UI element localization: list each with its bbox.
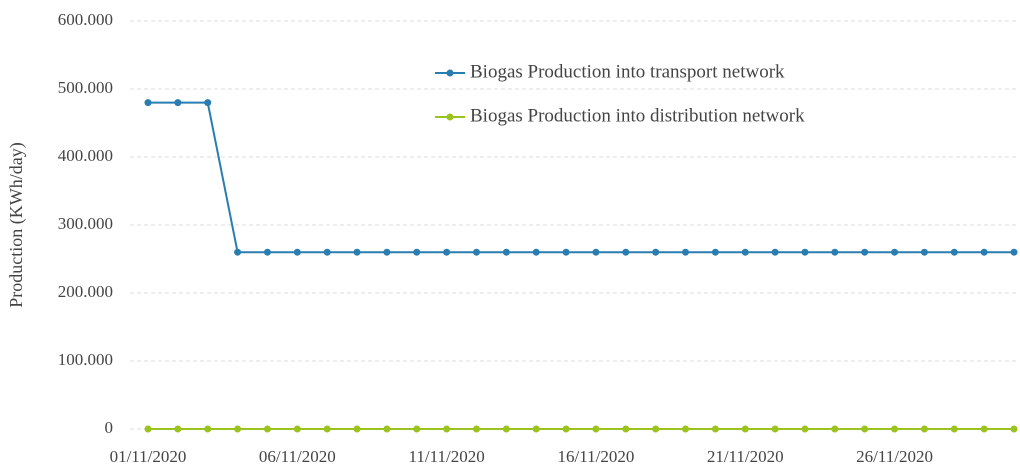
point	[204, 425, 212, 433]
point	[711, 425, 719, 433]
y-tick-label: 200.000	[58, 282, 113, 301]
point	[443, 425, 451, 433]
point	[144, 425, 152, 433]
point	[741, 248, 749, 256]
y-tick-label: 500.000	[58, 78, 113, 97]
point	[413, 425, 421, 433]
point	[682, 425, 690, 433]
point	[263, 248, 271, 256]
point	[204, 99, 212, 107]
point	[353, 425, 361, 433]
legend-label: Biogas Production into distribution netw…	[470, 105, 805, 126]
point	[622, 248, 630, 256]
point	[801, 248, 809, 256]
y-tick-label: 0	[105, 418, 114, 437]
point	[652, 425, 660, 433]
point	[891, 248, 899, 256]
point	[950, 425, 958, 433]
y-tick-label: 100.000	[58, 350, 113, 369]
point	[771, 425, 779, 433]
point	[891, 425, 899, 433]
x-tick-label: 26/11/2020	[856, 447, 933, 466]
point	[383, 425, 391, 433]
point	[293, 248, 301, 256]
point	[920, 248, 928, 256]
point	[323, 248, 331, 256]
point	[144, 99, 152, 107]
point	[980, 248, 988, 256]
point	[472, 248, 480, 256]
point	[592, 425, 600, 433]
point	[293, 425, 301, 433]
point	[174, 99, 182, 107]
x-tick-label: 16/11/2020	[558, 447, 635, 466]
point	[801, 425, 809, 433]
point	[592, 248, 600, 256]
point	[920, 425, 928, 433]
x-tick-label: 06/11/2020	[259, 447, 336, 466]
point	[711, 248, 719, 256]
x-tick-label: 21/11/2020	[707, 447, 784, 466]
legend-label: Biogas Production into transport network	[470, 61, 785, 82]
point	[502, 425, 510, 433]
point	[861, 248, 869, 256]
point	[861, 425, 869, 433]
legend-marker	[446, 113, 454, 121]
point	[443, 248, 451, 256]
point	[562, 425, 570, 433]
x-tick-label: 11/11/2020	[409, 447, 485, 466]
y-axis-label: Production (KWh/day)	[6, 142, 27, 307]
point	[1010, 248, 1018, 256]
point	[741, 425, 749, 433]
point	[413, 248, 421, 256]
point	[234, 248, 242, 256]
point	[652, 248, 660, 256]
point	[383, 248, 391, 256]
point	[502, 248, 510, 256]
y-tick-label: 600.000	[58, 10, 113, 29]
point	[771, 248, 779, 256]
point	[263, 425, 271, 433]
point	[472, 425, 480, 433]
x-tick-label: 01/11/2020	[110, 447, 187, 466]
point	[532, 248, 540, 256]
y-tick-label: 300.000	[58, 214, 113, 233]
point	[622, 425, 630, 433]
point	[682, 248, 690, 256]
y-tick-label: 400.000	[58, 146, 113, 165]
line	[148, 101, 1014, 254]
point	[234, 425, 242, 433]
point	[532, 425, 540, 433]
point	[831, 248, 839, 256]
point	[950, 248, 958, 256]
point	[323, 425, 331, 433]
point	[1010, 425, 1018, 433]
point	[174, 425, 182, 433]
point	[562, 248, 570, 256]
legend-marker	[446, 69, 454, 77]
point	[831, 425, 839, 433]
point	[353, 248, 361, 256]
point	[980, 425, 988, 433]
